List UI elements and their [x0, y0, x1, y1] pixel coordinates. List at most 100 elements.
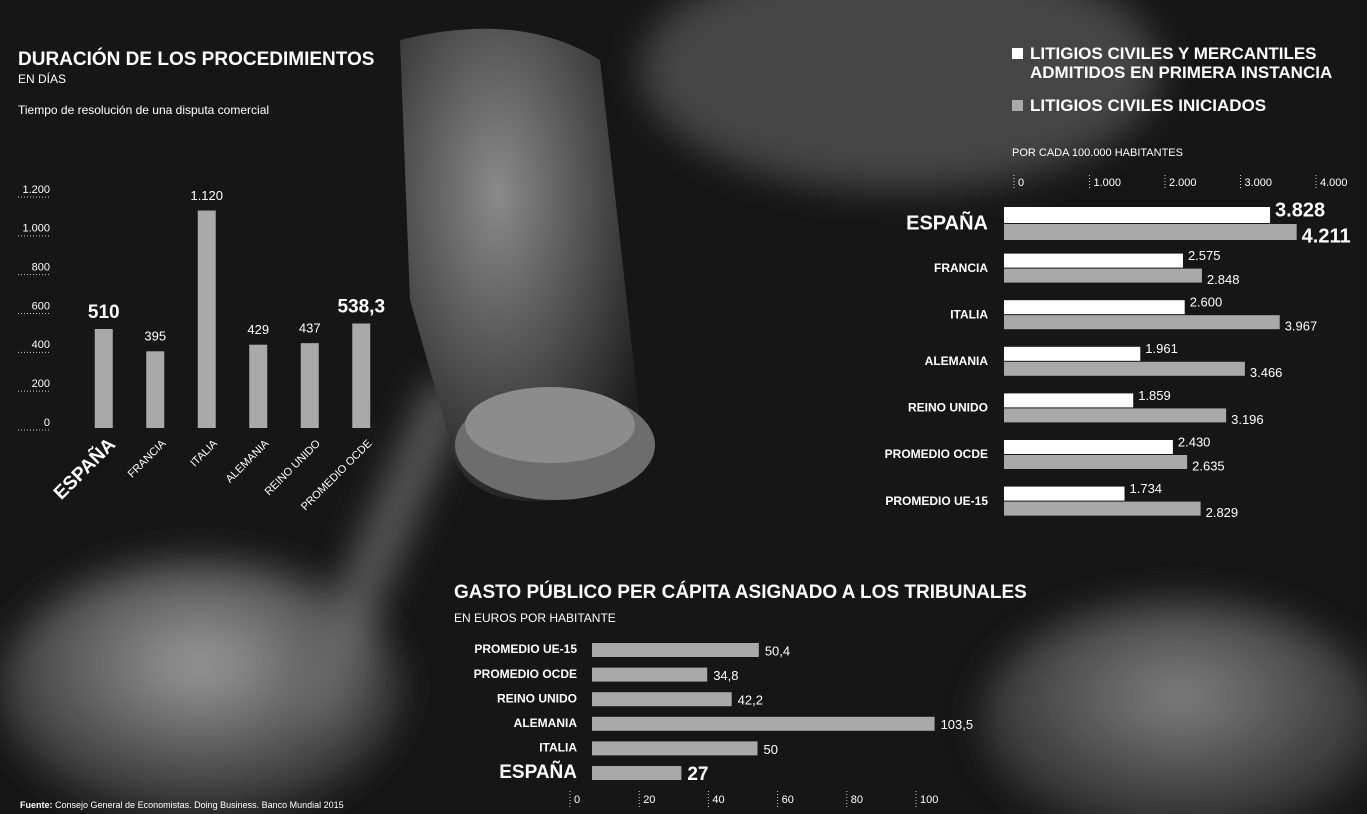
y-tick-label: FRANCIA	[934, 261, 988, 275]
value-label: 3.466	[1250, 365, 1283, 380]
value-label: 2.430	[1178, 434, 1211, 449]
bar	[592, 643, 759, 657]
bar	[592, 741, 758, 755]
y-tick-label: 0	[44, 417, 50, 429]
bar	[1004, 347, 1140, 361]
bar	[592, 766, 681, 780]
bar	[1004, 269, 1202, 283]
y-tick-label: ESPAÑA	[499, 761, 577, 783]
legend-label: LITIGIOS CIVILES INICIADOS	[1030, 96, 1266, 115]
x-tick-label: 4.000	[1320, 177, 1348, 189]
bar	[95, 329, 113, 428]
bar	[1004, 315, 1280, 329]
y-tick-label: ALEMANIA	[925, 354, 989, 368]
source-label: Fuente:	[20, 800, 53, 810]
value-label: 3.828	[1275, 199, 1325, 221]
y-tick-label: ITALIA	[950, 307, 988, 321]
value-label: 510	[88, 302, 120, 323]
y-tick-label: 1.000	[22, 223, 50, 235]
value-label: 3.196	[1231, 412, 1264, 427]
value-label: 1.120	[190, 188, 223, 203]
y-tick-label: PROMEDIO OCDE	[885, 447, 988, 461]
bar	[1004, 224, 1297, 240]
x-tick-label: 100	[920, 794, 938, 806]
bar	[1004, 502, 1201, 516]
source: Fuente: Consejo General de Economistas. …	[20, 800, 344, 810]
bar	[592, 668, 707, 682]
bar	[1004, 393, 1133, 407]
value-label: 437	[299, 321, 321, 336]
y-tick-label: 200	[32, 378, 50, 390]
bar	[352, 323, 370, 428]
chart-title: GASTO PÚBLICO PER CÁPITA ASIGNADO A LOS …	[454, 581, 1027, 603]
value-label: 50,4	[765, 643, 790, 658]
value-label: 103,5	[941, 717, 974, 732]
y-tick-label: 600	[32, 300, 50, 312]
legend-swatch	[1012, 48, 1023, 59]
y-tick-label: PROMEDIO OCDE	[474, 667, 577, 681]
x-tick-label: 3.000	[1245, 177, 1273, 189]
y-tick-label: ESPAÑA	[906, 211, 988, 234]
value-label: 538,3	[337, 296, 385, 317]
y-tick-label: 1.200	[22, 184, 50, 196]
x-tick-label: 20	[643, 794, 655, 806]
bar	[1004, 455, 1187, 469]
chart-note: Tiempo de resolución de una disputa come…	[18, 103, 269, 117]
value-label: 4.211	[1302, 225, 1351, 247]
bar	[1004, 487, 1125, 501]
bar	[1004, 440, 1173, 454]
bar	[146, 351, 164, 428]
bar	[1004, 300, 1185, 314]
x-tick-label: 0	[574, 794, 580, 806]
bar	[1004, 207, 1270, 223]
x-tick-label: 1.000	[1094, 177, 1122, 189]
value-label: 50	[764, 742, 778, 757]
value-label: 2.575	[1188, 248, 1221, 263]
value-label: 3.967	[1285, 319, 1318, 334]
value-label: 1.734	[1130, 481, 1163, 496]
infographic: DURACIÓN DE LOS PROCEDIMIENTOS EN DÍAS T…	[0, 0, 1367, 814]
chart-subtitle: EN DÍAS	[18, 71, 66, 86]
chart-title: DURACIÓN DE LOS PROCEDIMIENTOS	[18, 48, 374, 70]
value-label: 1.961	[1145, 341, 1178, 356]
source-text: Consejo General de Economistas. Doing Bu…	[55, 800, 344, 810]
value-label: 34,8	[713, 668, 738, 683]
bar	[592, 717, 935, 731]
value-label: 2.635	[1192, 458, 1225, 473]
bar	[301, 343, 319, 428]
y-tick-label: REINO UNIDO	[908, 401, 988, 415]
value-label: 1.859	[1138, 388, 1171, 403]
legend-swatch	[1012, 100, 1023, 111]
legend: LITIGIOS CIVILES Y MERCANTILES ADMITIDOS…	[1012, 44, 1362, 129]
x-tick-label: 80	[851, 794, 863, 806]
y-tick-label: 400	[32, 339, 50, 351]
bar	[1004, 408, 1226, 422]
value-label: 2.829	[1206, 505, 1239, 520]
y-tick-label: PROMEDIO UE-15	[474, 642, 577, 656]
bar	[1004, 362, 1245, 376]
value-label: 42,2	[738, 693, 763, 708]
y-tick-label: ITALIA	[539, 741, 577, 755]
value-label: 2.848	[1207, 272, 1240, 287]
legend-label: LITIGIOS CIVILES Y MERCANTILES ADMITIDOS…	[1030, 44, 1362, 82]
legend-item: LITIGIOS CIVILES Y MERCANTILES ADMITIDOS…	[1012, 44, 1362, 82]
chart-subtitle: POR CADA 100.000 HABITANTES	[1012, 147, 1183, 159]
y-tick-label: 800	[32, 262, 50, 274]
value-label: 395	[144, 329, 166, 344]
legend-item: LITIGIOS CIVILES INICIADOS	[1012, 96, 1362, 115]
bar	[592, 692, 732, 706]
x-tick-label: 0	[1018, 177, 1024, 189]
value-label: 27	[687, 764, 708, 785]
y-tick-label: ALEMANIA	[514, 716, 578, 730]
x-tick-label: 40	[712, 794, 724, 806]
x-tick-label: 2.000	[1169, 177, 1197, 189]
bar	[198, 211, 216, 428]
y-tick-label: REINO UNIDO	[497, 691, 577, 705]
chart-subtitle: EN EUROS POR HABITANTE	[454, 611, 616, 625]
x-tick-label: 60	[782, 794, 794, 806]
bar	[1004, 254, 1183, 268]
bar	[249, 345, 267, 428]
value-label: 429	[247, 322, 269, 337]
y-tick-label: PROMEDIO UE-15	[885, 494, 988, 508]
value-label: 2.600	[1190, 295, 1223, 310]
